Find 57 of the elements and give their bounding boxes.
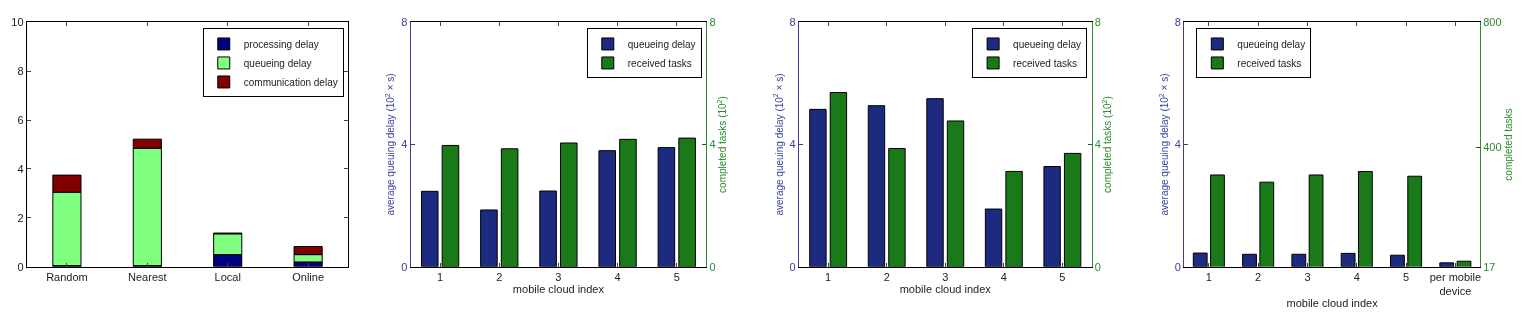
x-axis-title: mobile cloud index [512, 283, 605, 296]
legend-label: queueing delay [1237, 38, 1306, 50]
x-tick-label: Local [214, 271, 241, 284]
y-tick-label: 4 [17, 162, 24, 175]
y-tick-label: 0 [401, 260, 408, 273]
x-tick-label: 2 [496, 271, 503, 284]
x-tick-label: 3 [1304, 271, 1311, 284]
x-tick-label: 1 [825, 271, 832, 284]
y-tick-label: 2 [17, 211, 24, 224]
x-tick-label: per mobile device [1429, 271, 1482, 298]
y-tick-label: 8 [17, 64, 24, 77]
y-tick-label: 8 [401, 16, 408, 29]
legend-label: queueing delay [627, 38, 696, 50]
x-axis-title: mobile cloud index [1286, 296, 1379, 309]
x-tick-label: 1 [1205, 271, 1212, 284]
y-tick-label: 4 [1174, 138, 1181, 151]
y-tick-label: 0 [1174, 260, 1181, 273]
y-tick-label: 0 [789, 260, 796, 273]
y2-tick-label: 4 [709, 138, 716, 151]
y2-axis-title: completed tasks [1503, 108, 1515, 181]
x-tick-label: Online [292, 271, 325, 284]
y-tick-label: 0 [17, 260, 24, 273]
x-tick-label: 5 [1059, 271, 1066, 284]
y2-tick-label: 4 [1094, 138, 1101, 151]
y-tick-label: 4 [401, 138, 408, 151]
y2-tick-label: 8 [709, 16, 716, 29]
x-tick-label: Nearest [128, 271, 167, 284]
x-tick-label: 5 [673, 271, 680, 284]
x-tick-label: 3 [555, 271, 562, 284]
x-tick-label: 1 [437, 271, 444, 284]
x-tick-label: 4 [614, 271, 621, 284]
x-tick-label: 3 [942, 271, 949, 284]
legend-label: received tasks [1013, 57, 1078, 69]
x-tick-label: 2 [883, 271, 890, 284]
x-tick-label: 2 [1255, 271, 1262, 284]
x-tick-label: 4 [1000, 271, 1007, 284]
x-tick-label: 4 [1353, 271, 1360, 284]
y-tick-label: 8 [1174, 16, 1181, 29]
y-tick-label: 6 [17, 113, 24, 126]
legend-label: queueing delay [1013, 38, 1081, 50]
x-axis-title: mobile cloud index [899, 283, 992, 296]
y-tick-label: 8 [789, 16, 796, 29]
y2-tick-label: 8 [1094, 16, 1101, 29]
y2-tick-label: 0 [1094, 260, 1101, 273]
y2-tick-label: 400 [1483, 141, 1502, 154]
y2-tick-label: 17 [1483, 260, 1496, 273]
y-tick-label: 4 [789, 138, 796, 151]
legend-label: received tasks [627, 57, 692, 69]
legend-label: processing delay [243, 38, 319, 50]
legend-label: communication delay [243, 76, 338, 88]
y2-tick-label: 0 [709, 260, 716, 273]
y2-tick-label: 800 [1483, 16, 1502, 29]
legend-label: queueing delay [243, 57, 312, 69]
x-tick-label: Random [46, 271, 88, 284]
y-tick-label: 10 [11, 16, 24, 29]
x-tick-label: 5 [1402, 271, 1410, 284]
legend-label: received tasks [1237, 57, 1302, 69]
